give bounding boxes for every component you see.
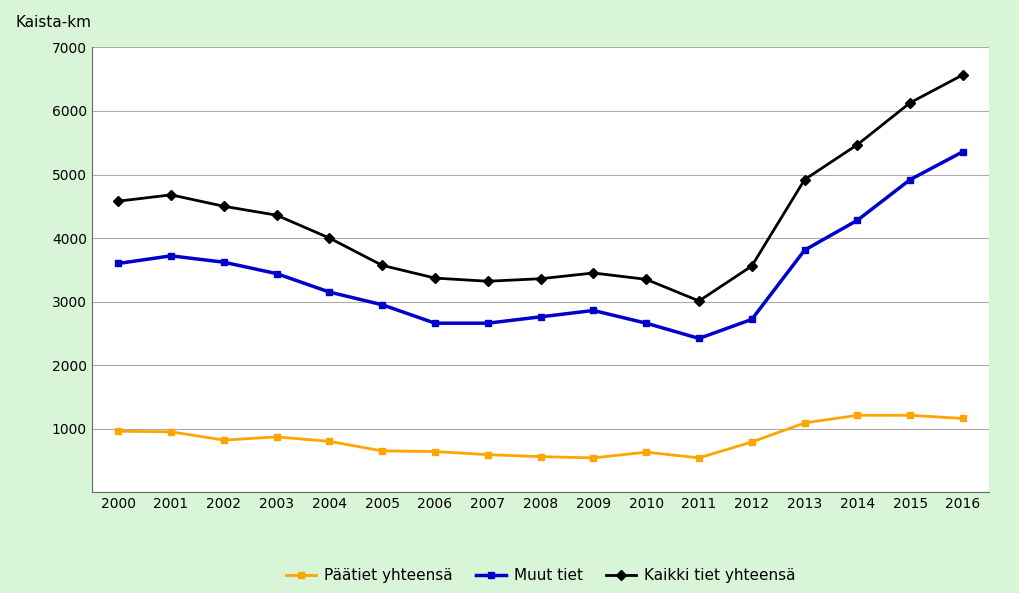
Päätiet yhteensä bbox=[640, 448, 652, 455]
Päätiet yhteensä bbox=[587, 454, 599, 461]
Line: Päätiet yhteensä: Päätiet yhteensä bbox=[114, 412, 966, 461]
Kaikki tiet yhteensä bbox=[270, 212, 282, 219]
Päätiet yhteensä bbox=[745, 438, 757, 445]
Muut tiet bbox=[323, 288, 335, 295]
Kaikki tiet yhteensä bbox=[587, 269, 599, 276]
Kaikki tiet yhteensä bbox=[165, 192, 177, 199]
Päätiet yhteensä bbox=[323, 438, 335, 445]
Muut tiet bbox=[745, 316, 757, 323]
Muut tiet bbox=[428, 320, 440, 327]
Muut tiet bbox=[956, 148, 968, 155]
Päätiet yhteensä bbox=[165, 428, 177, 435]
Kaikki tiet yhteensä bbox=[217, 203, 229, 210]
Muut tiet bbox=[692, 335, 704, 342]
Muut tiet bbox=[217, 259, 229, 266]
Muut tiet bbox=[534, 313, 546, 320]
Kaikki tiet yhteensä bbox=[798, 176, 810, 183]
Line: Kaikki tiet yhteensä: Kaikki tiet yhteensä bbox=[114, 71, 966, 304]
Kaikki tiet yhteensä bbox=[692, 298, 704, 305]
Kaikki tiet yhteensä bbox=[534, 275, 546, 282]
Päätiet yhteensä bbox=[217, 436, 229, 444]
Päätiet yhteensä bbox=[851, 412, 863, 419]
Päätiet yhteensä bbox=[692, 454, 704, 461]
Kaikki tiet yhteensä bbox=[640, 276, 652, 283]
Kaikki tiet yhteensä bbox=[851, 141, 863, 148]
Muut tiet bbox=[112, 260, 124, 267]
Muut tiet bbox=[798, 247, 810, 254]
Päätiet yhteensä bbox=[481, 451, 493, 458]
Päätiet yhteensä bbox=[903, 412, 915, 419]
Päätiet yhteensä bbox=[956, 415, 968, 422]
Kaikki tiet yhteensä bbox=[323, 234, 335, 241]
Päätiet yhteensä bbox=[534, 453, 546, 460]
Päätiet yhteensä bbox=[428, 448, 440, 455]
Muut tiet bbox=[587, 307, 599, 314]
Line: Muut tiet: Muut tiet bbox=[114, 148, 966, 342]
Kaikki tiet yhteensä bbox=[745, 263, 757, 270]
Päätiet yhteensä bbox=[376, 447, 388, 454]
Kaikki tiet yhteensä bbox=[376, 262, 388, 269]
Kaikki tiet yhteensä bbox=[903, 99, 915, 106]
Legend: Päätiet yhteensä, Muut tiet, Kaikki tiet yhteensä: Päätiet yhteensä, Muut tiet, Kaikki tiet… bbox=[279, 562, 801, 589]
Muut tiet bbox=[481, 320, 493, 327]
Päätiet yhteensä bbox=[112, 428, 124, 435]
Kaikki tiet yhteensä bbox=[112, 197, 124, 205]
Text: Kaista-km: Kaista-km bbox=[15, 15, 92, 30]
Muut tiet bbox=[270, 270, 282, 277]
Muut tiet bbox=[165, 252, 177, 259]
Kaikki tiet yhteensä bbox=[956, 71, 968, 78]
Muut tiet bbox=[640, 320, 652, 327]
Päätiet yhteensä bbox=[798, 419, 810, 426]
Muut tiet bbox=[903, 176, 915, 183]
Päätiet yhteensä bbox=[270, 433, 282, 441]
Muut tiet bbox=[851, 216, 863, 224]
Muut tiet bbox=[376, 301, 388, 308]
Kaikki tiet yhteensä bbox=[481, 278, 493, 285]
Kaikki tiet yhteensä bbox=[428, 275, 440, 282]
